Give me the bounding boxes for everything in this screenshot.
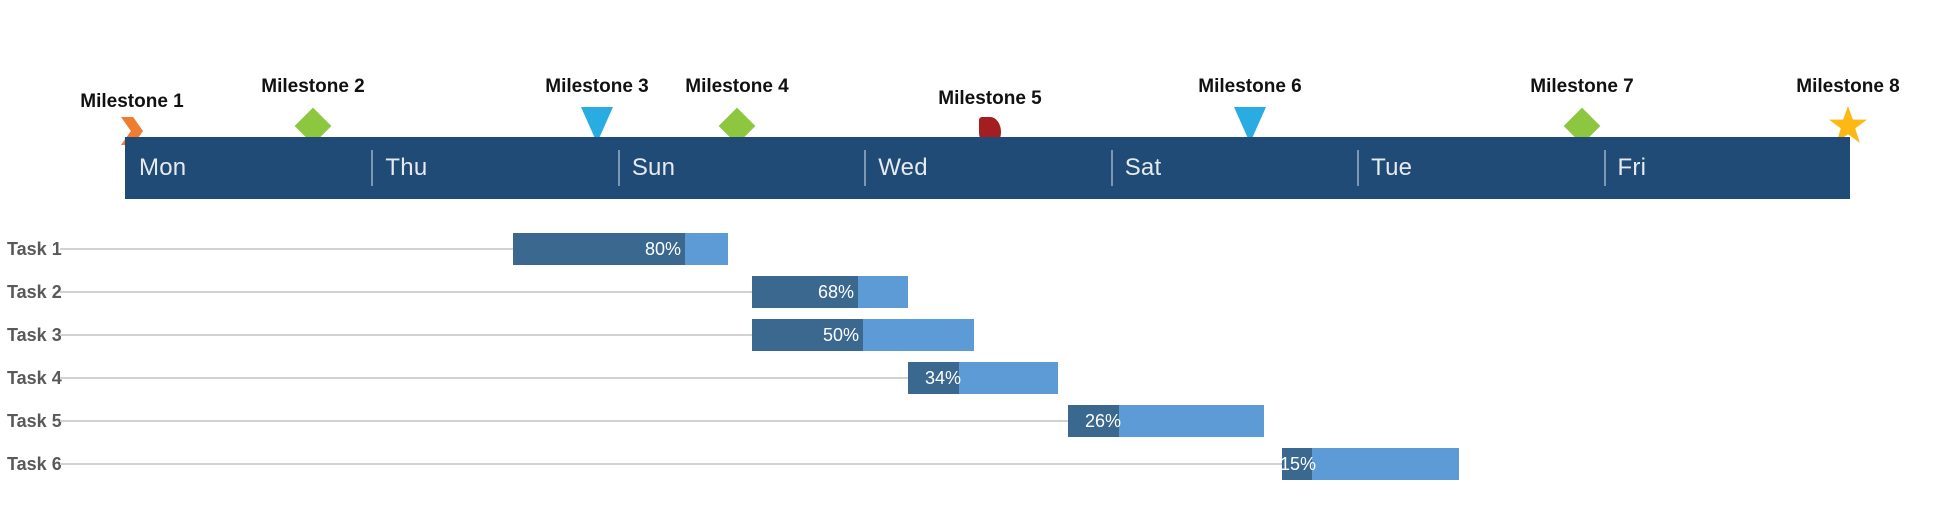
task-connector-line xyxy=(60,377,908,379)
milestone-label: Milestone 1 xyxy=(80,91,184,112)
day-divider xyxy=(1603,150,1606,186)
task-connector-line xyxy=(60,334,752,336)
task-bar-progress xyxy=(752,276,858,308)
task-bar[interactable]: 15% xyxy=(1279,448,1459,480)
task-bar[interactable]: 26% xyxy=(1068,405,1264,437)
task-bar-progress xyxy=(513,233,685,265)
day-divider xyxy=(1357,150,1360,186)
task-bar[interactable]: 68% xyxy=(752,276,908,308)
task-bar-progress xyxy=(752,319,863,351)
day-cell: Fri xyxy=(1603,137,1850,199)
day-label: Mon xyxy=(139,154,187,181)
day-label: Thu xyxy=(385,154,428,181)
milestone-label: Milestone 6 xyxy=(1198,76,1302,97)
day-cell: Tue xyxy=(1357,137,1603,199)
task-label: Task 1 xyxy=(7,239,62,259)
day-cell: Mon xyxy=(125,137,371,199)
day-divider xyxy=(864,150,867,186)
task-bar[interactable]: 80% xyxy=(513,233,728,265)
task-percent-label: 50% xyxy=(822,325,859,345)
task-bar-progress xyxy=(1068,405,1119,437)
task-percent-label: 80% xyxy=(644,239,681,259)
task-bar-progress xyxy=(1282,448,1312,480)
day-divider xyxy=(1110,150,1113,186)
task-percent-label: 34% xyxy=(924,368,961,388)
task-label: Task 3 xyxy=(7,325,62,345)
task-bar[interactable]: 50% xyxy=(752,319,974,351)
task-percent-label: 68% xyxy=(817,282,854,302)
task-connector-line xyxy=(60,463,1282,465)
task-percent-label: 26% xyxy=(1084,411,1121,431)
task-label: Task 2 xyxy=(7,282,62,302)
milestone-label: Milestone 8 xyxy=(1796,76,1900,97)
milestone-label: Milestone 2 xyxy=(261,76,365,97)
milestone-label: Milestone 7 xyxy=(1530,76,1634,97)
task-bar[interactable]: 34% xyxy=(908,362,1058,394)
day-label: Sat xyxy=(1124,154,1162,181)
milestone-label: Milestone 4 xyxy=(685,76,789,97)
task-connector-line xyxy=(60,291,752,293)
day-cell: Sat xyxy=(1110,137,1357,199)
task-bar-progress xyxy=(908,362,959,394)
timeline-band[interactable]: Mon Thu Sun Wed Sat Tue Fri xyxy=(125,137,1850,199)
day-divider xyxy=(371,150,374,186)
day-label: Wed xyxy=(878,154,928,181)
day-cell: Thu xyxy=(371,137,617,199)
day-label: Fri xyxy=(1617,154,1647,181)
task-connector-line xyxy=(60,248,513,250)
task-percent-label: 15% xyxy=(1279,454,1316,474)
day-cell: Wed xyxy=(864,137,1110,199)
task-label: Task 4 xyxy=(7,368,62,388)
milestone-label: Milestone 3 xyxy=(545,76,649,97)
milestone-label: Milestone 5 xyxy=(938,88,1042,109)
task-connector-line xyxy=(60,420,1068,422)
day-cell: Sun xyxy=(617,137,864,199)
task-label: Task 6 xyxy=(7,454,62,474)
day-label: Sun xyxy=(631,154,676,181)
day-label: Tue xyxy=(1371,154,1413,181)
day-divider xyxy=(617,150,620,186)
task-label: Task 5 xyxy=(7,411,62,431)
